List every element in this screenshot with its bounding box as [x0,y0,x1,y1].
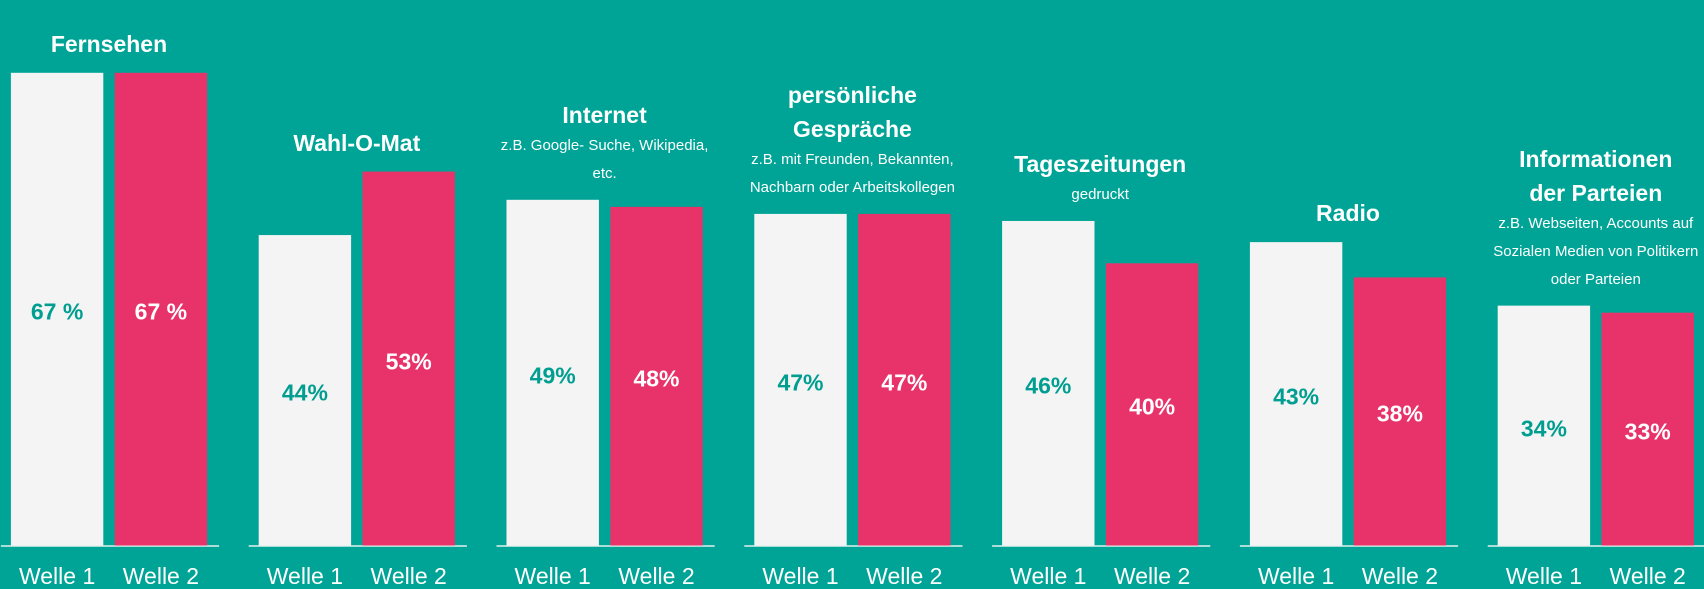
x-tick-label: Welle 1 [1257,562,1335,589]
x-tick-label: Welle 1 [1505,562,1583,589]
group-title: Internet z.B. Google- Suche, Wikipedia, e… [497,98,712,188]
group-title: Radio [1316,196,1380,230]
bar [10,72,104,546]
x-tick-label: Welle 2 [618,562,695,589]
x-tick-label: Welle 2 [1609,562,1686,589]
value-label: 67 % [30,298,84,325]
bar [858,213,951,546]
value-label: 53% [385,348,432,375]
x-tick-label: Welle 1 [514,562,591,589]
bar [362,171,455,546]
bar [1249,242,1343,546]
bar [1105,263,1199,546]
group-title: persönliche Gespräche z.B. mit Freunden, … [745,78,960,202]
group-subtitle: z.B. mit Freunden, Bekannten, Nachbarn o… [749,150,955,196]
bar [1497,305,1591,546]
group-subtitle: z.B. Google- Suche, Wikipedia, etc. [500,136,709,182]
bar [1601,312,1694,546]
group-title: Informationen der Parteien z.B. Webseiten… [1488,142,1703,294]
value-label: 40% [1129,393,1176,420]
value-label: 38% [1376,400,1423,427]
value-label: 43% [1273,383,1320,410]
x-tick-label: Welle 1 [1010,562,1087,589]
bar [1353,277,1447,546]
group-title-text: Radio [1316,200,1380,227]
group-title: Fernsehen [51,27,167,61]
x-tick-label: Welle 1 [266,562,344,589]
group-title-text: Fernsehen [50,30,168,57]
group-title: Wahl-O-Mat [293,126,420,160]
value-label: 67 % [134,298,188,325]
bar [258,235,352,546]
bar [1002,220,1095,546]
x-tick-label: Welle 2 [1361,562,1439,589]
bar [610,206,703,546]
group-title-text: Tageszeitungen [1014,150,1187,177]
x-tick-label: Welle 2 [122,562,200,589]
value-label: 33% [1624,418,1671,445]
value-label: 46% [1025,372,1072,399]
bar [506,199,599,546]
group-title-text: persönliche Gespräche [787,81,917,142]
x-tick-label: Welle 1 [18,562,96,589]
x-tick-label: Welle 2 [370,562,447,589]
group-title: Tageszeitungen gedruckt [993,147,1208,209]
group-subtitle: gedruckt [1071,185,1129,203]
value-label: 47% [777,369,824,396]
value-label: 48% [633,365,680,392]
value-label: 44% [281,379,328,406]
group-title-text: Wahl-O-Mat [293,129,421,156]
group-title-text: Informationen der Parteien [1519,145,1673,206]
bar [754,213,847,546]
x-tick-label: Welle 2 [866,562,943,589]
value-label: 47% [881,369,928,396]
value-label: 34% [1520,415,1567,442]
group-subtitle: z.B. Webseiten, Accounts auf Sozialen Me… [1493,214,1699,288]
value-label: 49% [529,362,576,389]
bar [114,72,208,546]
group-title-text: Internet [562,101,647,128]
x-tick-label: Welle 2 [1113,562,1191,589]
x-tick-label: Welle 1 [762,562,839,589]
